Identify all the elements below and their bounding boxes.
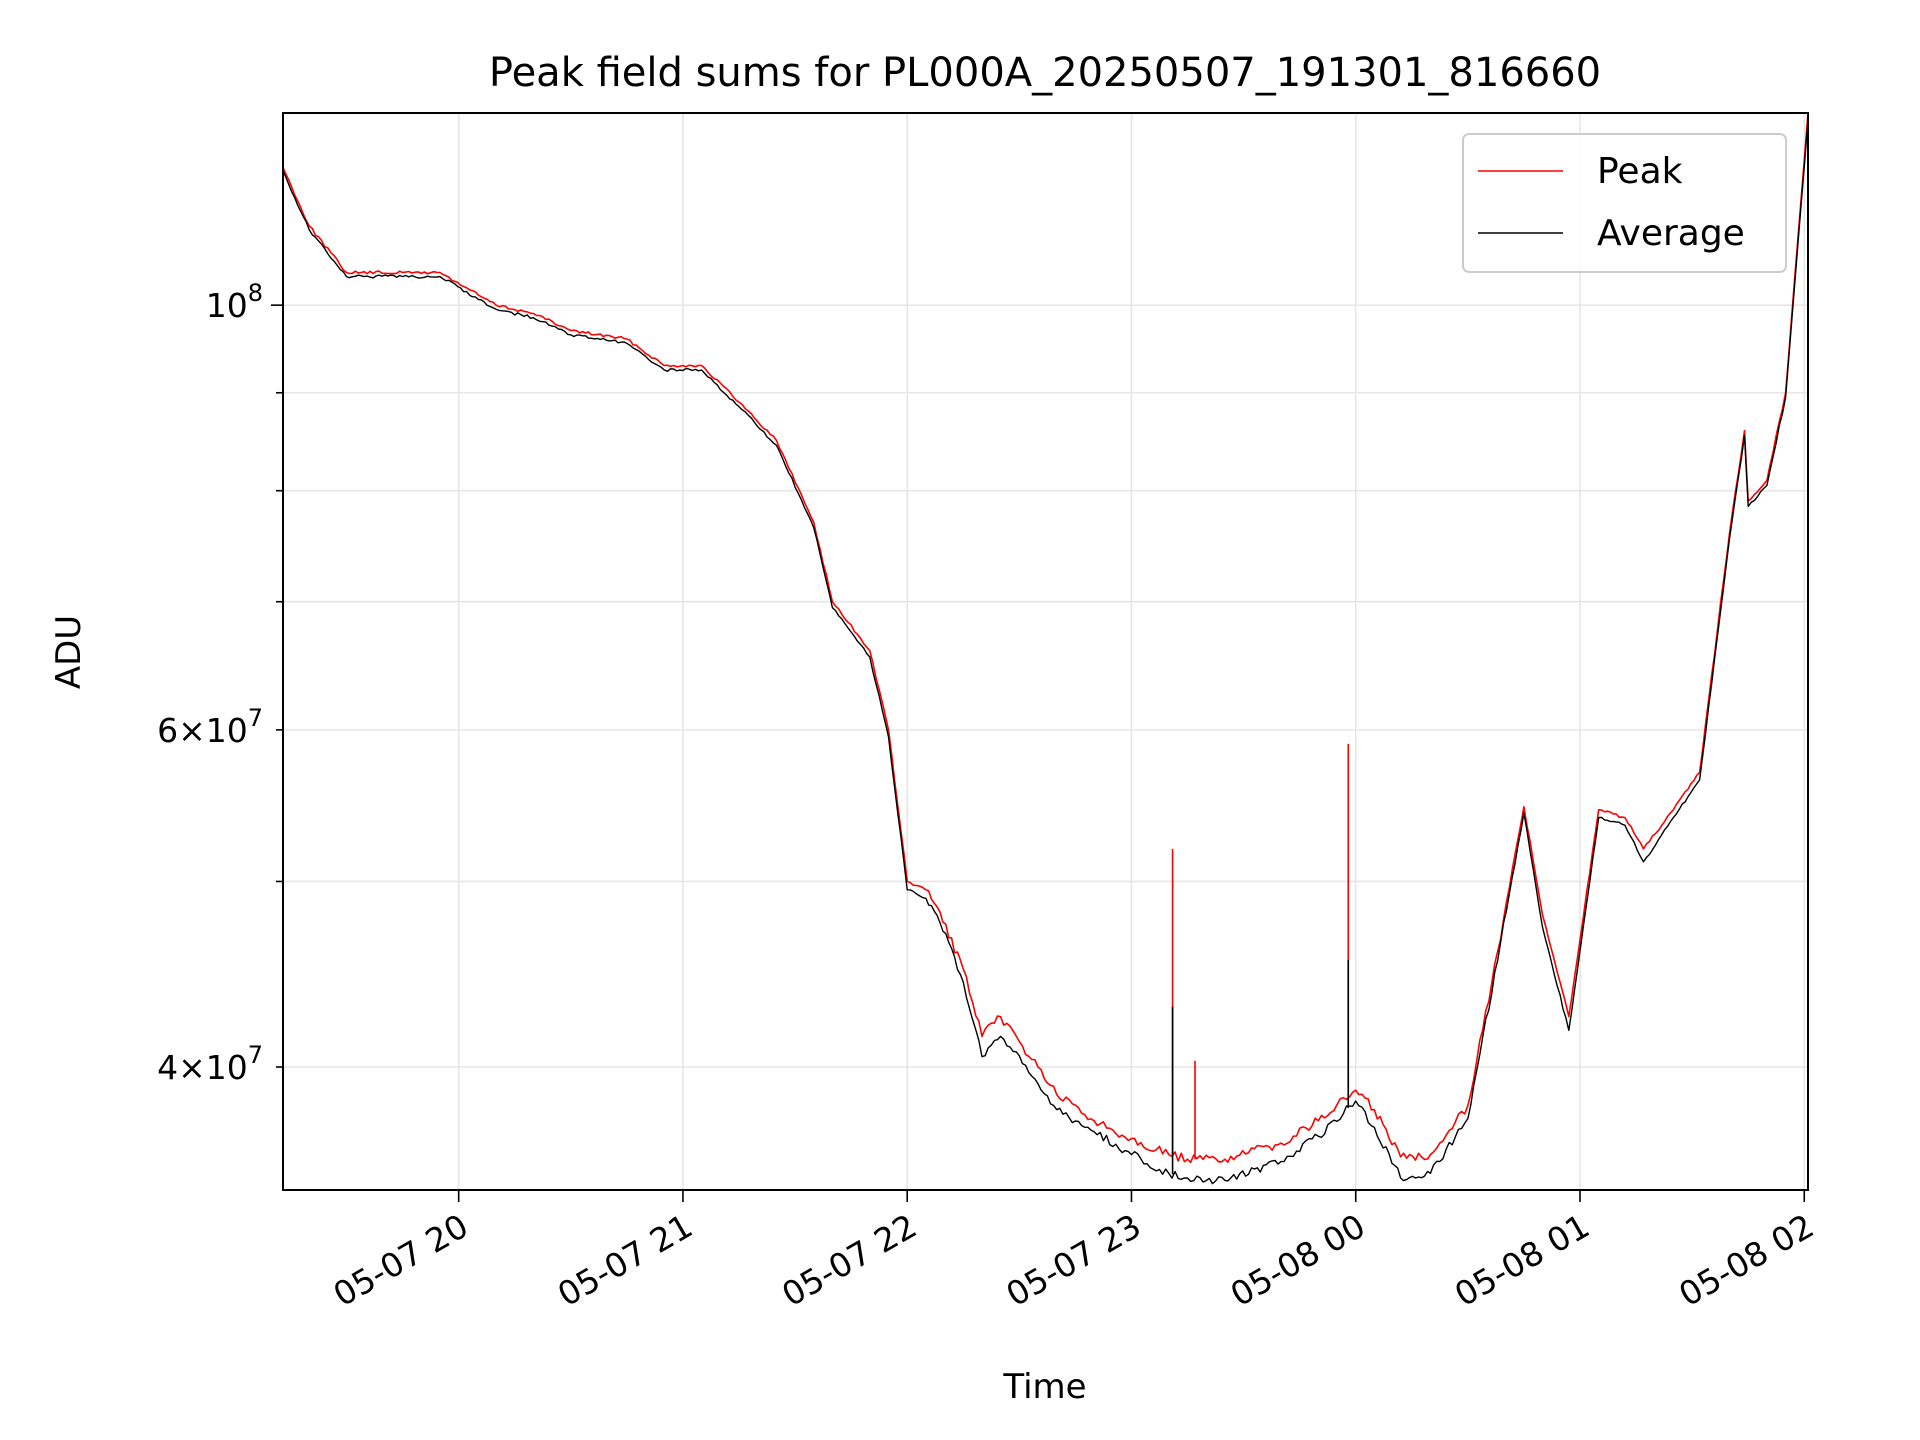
x-tick-label: 05-08 01 (1448, 1206, 1596, 1314)
y-tick-label: 4×107 (157, 1041, 263, 1087)
y-tick-label: 6×107 (157, 704, 263, 750)
x-tick-label: 05-08 00 (1224, 1206, 1372, 1314)
x-tick-label: 05-07 20 (327, 1206, 475, 1314)
series-line-average (282, 119, 1809, 1185)
x-tick-label: 05-07 23 (999, 1206, 1147, 1314)
legend: Peak Average (1462, 133, 1787, 273)
legend-label-average: Average (1597, 213, 1745, 254)
x-tick-label: 05-07 22 (775, 1206, 923, 1314)
x-axis-label: Time (1002, 1367, 1086, 1407)
x-axis: 05-07 20 05-07 21 05-07 22 05-07 23 05-08 00… (327, 1190, 1820, 1314)
series-line-peak (282, 112, 1809, 1164)
y-axis: 108 4×107 6×107 (157, 279, 283, 1087)
y-tick-label: 108 (206, 279, 263, 325)
x-tick-label: 05-08 02 (1672, 1206, 1820, 1314)
y-axis-label: ADU (49, 615, 89, 689)
x-tick-label: 05-07 21 (551, 1206, 699, 1314)
chart-title: Peak field sums for PL000A_20250507_1913… (489, 50, 1601, 96)
legend-box (1462, 133, 1787, 273)
series-group (282, 112, 1809, 1185)
grid (283, 113, 1808, 1190)
legend-label-peak: Peak (1597, 151, 1683, 192)
plot-frame (282, 112, 1809, 1191)
